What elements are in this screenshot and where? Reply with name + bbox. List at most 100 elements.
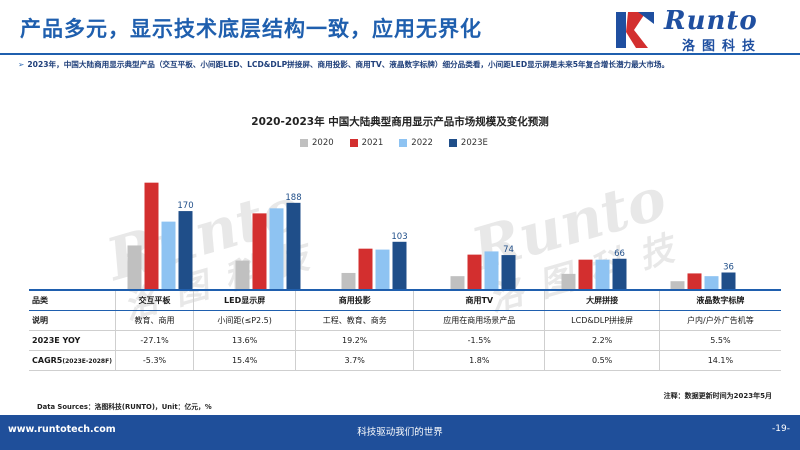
footer-slogan: 科技驱动我们的世界 <box>357 427 443 438</box>
bar-group: 170 <box>127 182 194 289</box>
table-row-label: CAGR5(2023E-2028F) <box>29 350 116 371</box>
table-header-cell: 品类 <box>29 289 116 311</box>
chart-title: 2020-2023年 中国大陆典型商用显示产品市场规模及变化预测 <box>251 116 549 128</box>
legend-label: 2021 <box>361 138 384 148</box>
legend-label: 2023E <box>460 138 488 148</box>
bar <box>467 254 482 289</box>
table-header-cell: 液晶数字标牌 <box>658 289 781 311</box>
cagr-period: (2023E-2028F) <box>62 358 112 365</box>
bar <box>721 272 736 289</box>
table-cell: 应用在商用场景产品 <box>413 310 545 331</box>
bar <box>578 259 593 289</box>
data-label: 170 <box>177 201 193 211</box>
bar <box>269 208 284 289</box>
cagr-label: CAGR5 <box>32 356 63 365</box>
bar-group: 103 <box>341 232 408 289</box>
runto-logo: Runto 洛图科技 <box>612 6 782 54</box>
table-cell: -5.3% <box>114 350 194 371</box>
table-cell: LCD&DLP拼接屏 <box>544 310 660 331</box>
legend-swatch <box>349 139 358 147</box>
bar <box>501 255 516 289</box>
table-cell: 13.6% <box>193 330 296 351</box>
legend-item: 2020 <box>300 136 334 150</box>
bar <box>178 211 193 289</box>
table-row-label: 2023E YOY <box>29 330 116 351</box>
legend-swatch <box>300 139 308 147</box>
table-cell: 小间距(≤P2.5) <box>193 310 296 331</box>
bar <box>235 260 250 289</box>
page-number: -19- <box>772 424 790 434</box>
legend-label: 2020 <box>312 138 334 148</box>
legend-swatch <box>448 139 457 147</box>
table-row-label: 说明 <box>29 310 116 331</box>
bar <box>358 248 373 289</box>
page-subtitle: ➢ 2023年，中国大陆商用显示典型产品（交互平板、小间距LED、LCD&DLP拼… <box>18 59 669 70</box>
bar <box>127 245 142 289</box>
data-label: 103 <box>391 232 407 242</box>
update-note: 注释：数据更新时间为2023年5月 <box>663 392 772 400</box>
table-cell: -1.5% <box>413 330 545 351</box>
bar-chart: 170 188 103 74 66 36 <box>127 182 736 289</box>
table-cell: 3.7% <box>295 350 414 371</box>
table-header-cell: 商用投影 <box>295 289 414 311</box>
bar-group: 66 <box>561 249 627 289</box>
bar-group: 36 <box>670 263 736 289</box>
table-cell: 5.5% <box>658 330 781 351</box>
footer-bar: www.runtotech.com 科技驱动我们的世界 -19- <box>0 415 800 450</box>
title-divider <box>0 53 800 55</box>
table-cell: -27.1% <box>114 330 194 351</box>
data-label: 66 <box>614 249 625 259</box>
logo-text-cn: 洛图科技 <box>682 39 763 54</box>
table-row: 2023E YOY -27.1% 13.6% 19.2% -1.5% 2.2% … <box>29 330 781 351</box>
bar <box>612 258 627 289</box>
legend-item: 2023E <box>448 136 488 150</box>
bar <box>595 259 610 289</box>
table-cell: 1.8% <box>413 350 545 371</box>
table-cell: 14.1% <box>658 350 781 371</box>
logo-text-en: Runto <box>664 6 758 36</box>
legend-item: 2022 <box>399 136 433 150</box>
table-cell: 2.2% <box>544 330 660 351</box>
table-cell: 教育、商用 <box>114 310 194 331</box>
bar <box>161 221 176 289</box>
bar <box>341 272 356 289</box>
footer-url: www.runtotech.com <box>8 424 116 435</box>
table-cell: 19.2% <box>295 330 414 351</box>
bar <box>450 276 465 289</box>
data-label: 36 <box>723 263 734 273</box>
subtitle-text: 2023年，中国大陆商用显示典型产品（交互平板、小间距LED、LCD&DLP拼接… <box>27 60 670 69</box>
data-table: 品类 交互平板 LED显示屏 商用投影 商用TV 大屏拼接 液晶数字标牌 说明 … <box>29 289 781 371</box>
data-label: 188 <box>285 193 301 203</box>
bar <box>687 273 702 289</box>
bar <box>252 213 267 289</box>
table-header-cell: 交互平板 <box>114 289 194 311</box>
bar <box>704 276 719 289</box>
table-header-cell: LED显示屏 <box>193 289 296 311</box>
bar <box>670 281 685 289</box>
table-cell: 0.5% <box>544 350 660 371</box>
bar <box>561 273 576 289</box>
legend-label: 2022 <box>411 138 433 148</box>
bar <box>392 241 407 289</box>
bullet-arrow-icon: ➢ <box>18 60 25 69</box>
bar-group: 74 <box>450 245 516 289</box>
table-header-cell: 大屏拼接 <box>544 289 660 311</box>
table-header-cell: 商用TV <box>413 289 545 311</box>
table-row: 说明 教育、商用 小间距(≤P2.5) 工程、教育、商务 应用在商用场景产品 L… <box>29 310 781 331</box>
table-cell: 15.4% <box>193 350 296 371</box>
chart-legend: 2020 2021 2022 2023E <box>300 136 488 150</box>
legend-swatch <box>399 139 408 147</box>
bar <box>484 251 499 289</box>
runto-logo-icon <box>616 12 654 48</box>
data-source: Data Sources：洛图科技(RUNTO)，Unit：亿元，% <box>37 403 212 411</box>
bar <box>144 182 159 289</box>
footer-background <box>0 415 800 450</box>
legend-item: 2021 <box>349 136 384 150</box>
table-row: CAGR5(2023E-2028F) -5.3% 15.4% 3.7% 1.8%… <box>29 350 781 371</box>
bar <box>375 249 390 289</box>
bar-group: 188 <box>235 193 302 289</box>
table-cell: 工程、教育、商务 <box>295 310 414 331</box>
table-cell: 户内/户外广告机等 <box>658 310 781 331</box>
page-title: 产品多元，显示技术底层结构一致，应用无界化 <box>20 17 482 41</box>
bar <box>286 202 301 289</box>
